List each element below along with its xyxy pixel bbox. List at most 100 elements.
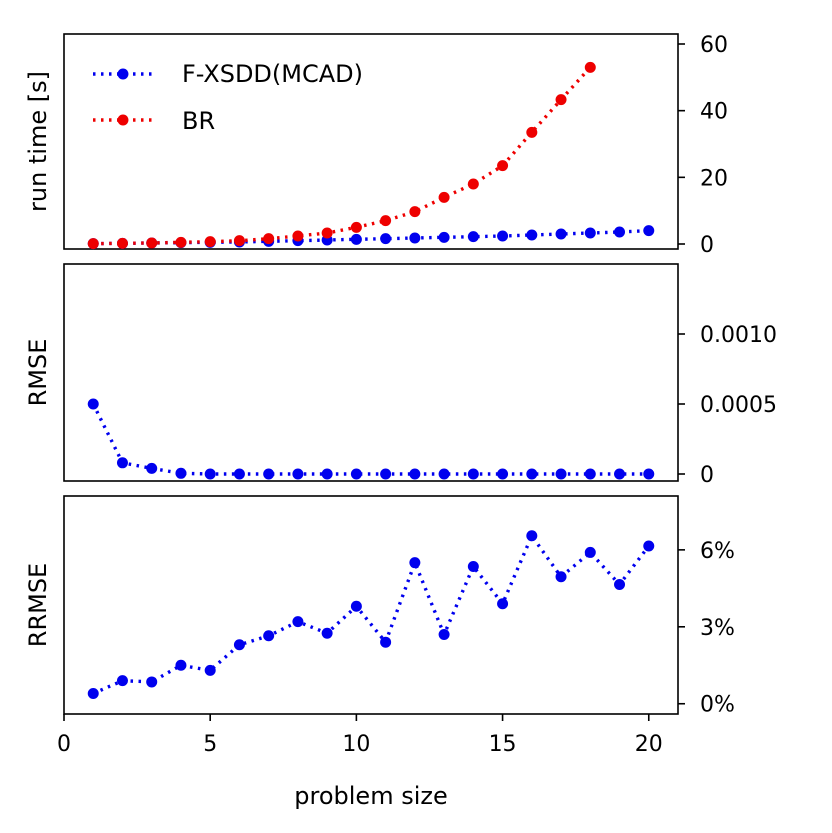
- rrmse-series: [87, 530, 655, 699]
- runtime-point-br: [526, 126, 538, 138]
- rmse-point-fxsdd: [233, 468, 245, 480]
- rrmse-point-fxsdd: [233, 639, 245, 651]
- rmse-point-fxsdd: [116, 457, 128, 469]
- runtime-point-fxsdd: [467, 231, 479, 243]
- legend-marker-fxsdd: [117, 68, 129, 80]
- runtime-y-ticks: 0 20 40 60: [678, 33, 728, 258]
- rmse-ylabel: RMSE: [24, 339, 52, 407]
- rmse-point-fxsdd: [204, 468, 216, 480]
- rrmse-point-fxsdd: [87, 687, 99, 699]
- runtime-point-br: [321, 227, 333, 239]
- rrmse-point-fxsdd: [409, 557, 421, 569]
- runtime-ylabel: run time [s]: [24, 71, 52, 212]
- runtime-ytick-label: 40: [700, 100, 728, 125]
- rrmse-point-fxsdd: [175, 659, 187, 671]
- rmse-ytick-label: 0.0010: [700, 323, 777, 348]
- runtime-point-fxsdd: [438, 231, 450, 243]
- runtime-point-br: [380, 215, 392, 227]
- rmse-series-line-fxsdd: [91, 403, 649, 476]
- rmse-point-fxsdd: [321, 468, 333, 480]
- rmse-point-fxsdd: [380, 468, 392, 480]
- rmse-ytick-label: 0.0005: [700, 393, 777, 418]
- rrmse-point-fxsdd: [526, 530, 538, 542]
- x-tick-label: 10: [342, 732, 370, 757]
- rmse-point-fxsdd: [292, 468, 304, 480]
- rmse-point-fxsdd: [87, 398, 99, 410]
- runtime-point-fxsdd: [584, 227, 596, 239]
- legend-label-br: BR: [182, 107, 215, 135]
- panel-rrmse: RRMSE 0% 3% 6%: [24, 495, 735, 718]
- runtime-point-br: [409, 206, 421, 218]
- legend: F-XSDD(MCAD) BR: [93, 60, 363, 135]
- runtime-point-br: [233, 235, 245, 247]
- rmse-point-fxsdd: [526, 468, 538, 480]
- x-tick-label: 5: [203, 732, 217, 757]
- rrmse-ytick-label: 3%: [700, 616, 735, 641]
- rrmse-point-fxsdd: [350, 600, 362, 612]
- x-tick-label: 15: [489, 732, 517, 757]
- runtime-ytick-label: 0: [700, 233, 714, 258]
- runtime-point-br: [146, 237, 158, 249]
- runtime-point-br: [116, 237, 128, 249]
- runtime-point-fxsdd: [526, 229, 538, 241]
- runtime-series: [87, 61, 655, 250]
- rmse-point-fxsdd: [497, 468, 509, 480]
- runtime-point-br: [438, 191, 450, 203]
- rrmse-point-fxsdd: [584, 546, 596, 558]
- runtime-point-br: [292, 230, 304, 242]
- runtime-point-fxsdd: [350, 233, 362, 245]
- runtime-series-line-br: [93, 66, 592, 246]
- rrmse-point-fxsdd: [438, 628, 450, 640]
- rrmse-point-fxsdd: [263, 630, 275, 642]
- runtime-point-br: [497, 160, 509, 172]
- rrmse-point-fxsdd: [497, 598, 509, 610]
- panel-runtime: run time [s] 0 20 40 60 F-XSDD(MCAD) BR: [24, 33, 728, 258]
- runtime-point-br: [350, 221, 362, 233]
- rrmse-point-fxsdd: [116, 675, 128, 687]
- rrmse-panel-frame: [63, 495, 679, 715]
- rrmse-point-fxsdd: [146, 676, 158, 688]
- runtime-point-fxsdd: [643, 225, 655, 237]
- runtime-point-br: [555, 94, 567, 106]
- rmse-point-fxsdd: [584, 468, 596, 480]
- rmse-ytick-label: 0: [700, 463, 714, 488]
- legend-marker-br: [117, 114, 129, 126]
- x-tick-label: 20: [635, 732, 663, 757]
- rmse-point-fxsdd: [555, 468, 567, 480]
- rrmse-point-fxsdd: [380, 636, 392, 648]
- runtime-point-fxsdd: [555, 228, 567, 240]
- rrmse-series-line-fxsdd: [92, 532, 651, 696]
- runtime-point-br: [467, 178, 479, 190]
- runtime-panel-frame: [63, 33, 679, 250]
- rmse-point-fxsdd: [263, 468, 275, 480]
- rrmse-point-fxsdd: [467, 561, 479, 573]
- rrmse-point-fxsdd: [204, 664, 216, 676]
- runtime-point-br: [175, 236, 187, 248]
- runtime-point-fxsdd: [409, 232, 421, 244]
- legend-label-fxsdd: F-XSDD(MCAD): [182, 60, 363, 88]
- rmse-y-ticks: 0 0.0005 0.0010: [678, 323, 777, 488]
- rrmse-point-fxsdd: [643, 540, 655, 552]
- rmse-point-fxsdd: [350, 468, 362, 480]
- x-axis: 0 5 10 15 20: [57, 714, 663, 757]
- rmse-point-fxsdd: [146, 462, 158, 474]
- rrmse-ytick-label: 0%: [700, 693, 735, 718]
- rrmse-ytick-label: 6%: [700, 539, 735, 564]
- runtime-point-br: [584, 61, 596, 73]
- rmse-series: [87, 398, 655, 480]
- runtime-point-br: [204, 236, 216, 248]
- rmse-point-fxsdd: [409, 468, 421, 480]
- rmse-point-fxsdd: [438, 468, 450, 480]
- runtime-point-fxsdd: [380, 233, 392, 245]
- rmse-point-fxsdd: [467, 468, 479, 480]
- rrmse-point-fxsdd: [292, 616, 304, 628]
- rrmse-point-fxsdd: [555, 571, 567, 583]
- rrmse-y-ticks: 0% 3% 6%: [678, 539, 735, 718]
- runtime-point-fxsdd: [614, 226, 626, 238]
- runtime-point-br: [87, 238, 99, 250]
- rrmse-point-fxsdd: [321, 627, 333, 639]
- runtime-point-fxsdd: [497, 230, 509, 242]
- panel-rmse: RMSE 0 0.0005 0.0010: [24, 263, 777, 488]
- rmse-point-fxsdd: [643, 468, 655, 480]
